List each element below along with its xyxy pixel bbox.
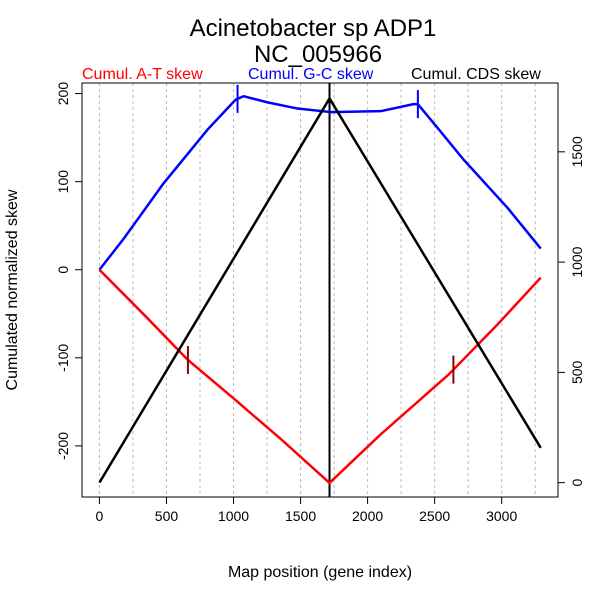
series-line-2 [98, 97, 542, 484]
grid-lines [98, 83, 536, 497]
x-tick-label: 2000 [352, 508, 383, 524]
y2-tick-label: 1500 [569, 136, 585, 167]
plot-frame [81, 82, 559, 498]
y2-tick-label: 0 [569, 479, 585, 487]
x-tick-label: 2500 [419, 508, 450, 524]
x-axis-label: Map position (gene index) [228, 564, 412, 581]
x-tick-label: 1500 [285, 508, 316, 524]
y2-tick-label: 1000 [569, 246, 585, 277]
x-tick-label: 1000 [218, 508, 249, 524]
series-line-1 [98, 268, 542, 485]
axes: 0 500 1000 1500 2000 2500 3000-200-10001002000… [55, 82, 585, 524]
chart-title: Acinetobacter sp ADP1 [190, 15, 437, 42]
x-tick-label: 3000 [486, 508, 517, 524]
y-tick-label: -100 [55, 344, 71, 372]
y2-tick-label: 500 [569, 360, 585, 384]
x-tick-label: 500 [155, 508, 179, 524]
legend-cds-skew: Cumul. CDS skew [411, 66, 541, 83]
legend-at-skew: Cumul. A-T skew [82, 66, 203, 83]
y-tick-label: 100 [55, 170, 71, 194]
legend-gc-skew: Cumul. G-C skew [248, 66, 374, 83]
y-axis-label: Cumulated normalized skew [4, 189, 21, 390]
series-group [98, 83, 542, 497]
y-tick-label: 200 [55, 82, 71, 106]
y-tick-label: -200 [55, 432, 71, 460]
x-tick-label: 0 [96, 508, 104, 524]
chart-subtitle: NC_005966 [254, 41, 382, 68]
y-tick-label: 0 [55, 266, 71, 274]
series-line-0 [98, 94, 542, 271]
